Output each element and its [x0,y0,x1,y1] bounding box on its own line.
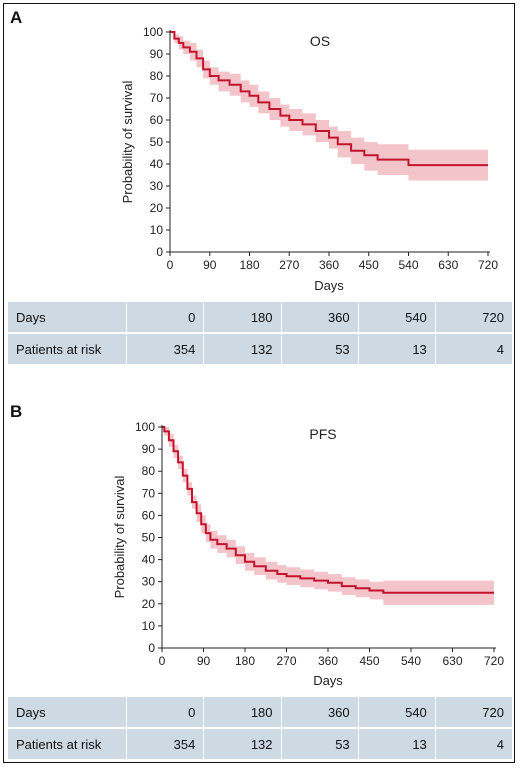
os-x-tick-label: 360 [319,258,339,272]
os-y-tick-label: 90 [150,47,164,61]
os-chart-title: OS [310,33,330,49]
pfs-risk-day-cell: 360 [281,697,359,729]
pfs-x-tick-label: 630 [442,654,462,668]
os-risk-count-header: Patients at risk [8,334,128,366]
pfs-x-tick-label: 270 [276,654,296,668]
pfs-y-tick-label: 70 [142,486,156,500]
pfs-y-tick-label: 30 [142,575,156,589]
pfs-y-tick-label: 10 [142,619,156,633]
os-chart: 0 90 180 270 360 450 540 630 720 0 10 20 30 40 50 60 70 8… [120,25,498,293]
os-risk-count-cell: 132 [204,334,282,366]
pfs-y-tick-label: 50 [142,531,156,545]
os-y-tick-label: 70 [150,91,164,105]
os-risk-day-cell: 720 [435,302,512,334]
pfs-risk-day-cell: 0 [127,697,205,729]
pfs-x-tick-label: 720 [484,654,504,668]
pfs-risk-days-row: Days 0 180 360 540 720 [8,697,512,729]
os-y-tick-label: 50 [150,135,164,149]
os-x-tick-label: 630 [438,258,458,272]
pfs-y-tick-label: 60 [142,508,156,522]
pfs-risk-count-header: Patients at risk [8,729,128,761]
os-risk-day-cell: 180 [204,302,282,334]
pfs-risk-day-cell: 720 [435,697,512,729]
os-risk-day-cell: 0 [127,302,205,334]
pfs-y-tick-label: 100 [135,420,155,434]
os-x-tick-label: 0 [167,258,174,272]
pfs-risk-count-cell: 132 [204,729,282,761]
os-y-tick-label: 30 [150,179,164,193]
os-confidence-band [170,32,488,181]
pfs-y-tick-label: 80 [142,464,156,478]
os-risk-days-row: Days 0 180 360 540 720 [8,302,512,334]
pfs-risk-days-header: Days [8,697,128,729]
os-x-tick-label: 270 [279,258,299,272]
os-risk-count-row: Patients at risk 354 132 53 13 4 [8,334,512,366]
os-risk-count-cell: 354 [127,334,205,366]
pfs-risk-count-cell: 354 [127,729,205,761]
pfs-confidence-band [162,427,494,605]
os-y-tick-label: 80 [150,69,164,83]
os-y-tick-label: 10 [150,223,164,237]
pfs-risk-count-cell: 53 [281,729,359,761]
pfs-x-tick-label: 90 [197,654,211,668]
pfs-y-tick-label: 40 [142,553,156,567]
os-survival-curve [170,31,488,167]
pfs-x-tick-label: 540 [401,654,421,668]
os-risk-count-cell: 53 [281,334,359,366]
os-x-tick-label: 720 [478,258,498,272]
pfs-risk-table: Days 0 180 360 540 720 Patients at risk … [8,697,512,761]
panel-label-b: B [10,402,23,421]
pfs-x-axis-label: Days [313,673,343,688]
pfs-y-tick-label: 20 [142,597,156,611]
os-x-axis-label: Days [314,278,344,293]
pfs-risk-day-cell: 180 [204,697,282,729]
os-risk-count-cell: 13 [358,334,436,366]
os-risk-days-header: Days [8,302,128,334]
os-y-tick-label: 0 [156,245,163,259]
pfs-risk-count-row: Patients at risk 354 132 53 13 4 [8,729,512,761]
panel-label-a: A [10,8,23,27]
pfs-risk-count-cell: 13 [358,729,436,761]
pfs-y-tick-label: 90 [142,442,156,456]
pfs-y-axis-label: Probability of survival [112,475,127,598]
os-y-tick-label: 100 [143,25,163,39]
os-x-tick-label: 450 [359,258,379,272]
figure-frame [3,3,515,763]
os-y-tick-label: 20 [150,201,164,215]
os-y-tick-label: 40 [150,157,164,171]
pfs-x-tick-label: 450 [359,654,379,668]
os-x-tick-label: 540 [398,258,418,272]
os-y-tick-label: 60 [150,113,164,127]
os-x-tick-label: 180 [239,258,259,272]
pfs-x-tick-label: 180 [235,654,255,668]
pfs-chart-title: PFS [309,426,336,442]
pfs-survival-curve [162,426,494,594]
os-risk-day-cell: 540 [358,302,436,334]
pfs-risk-day-cell: 540 [358,697,436,729]
pfs-risk-count-cell: 4 [435,729,512,761]
os-y-axis-label: Probability of survival [120,80,135,203]
os-risk-count-cell: 4 [435,334,512,366]
os-risk-table: Days 0 180 360 540 720 Patients at risk … [8,302,512,366]
pfs-x-tick-label: 360 [318,654,338,668]
pfs-chart: 0 90 180 270 360 450 540 630 720 0 10 20 30 40 50 60 70 8… [112,420,504,688]
pfs-x-tick-label: 0 [159,654,166,668]
os-risk-day-cell: 360 [281,302,359,334]
os-x-tick-label: 90 [203,258,217,272]
pfs-y-tick-label: 0 [148,641,155,655]
